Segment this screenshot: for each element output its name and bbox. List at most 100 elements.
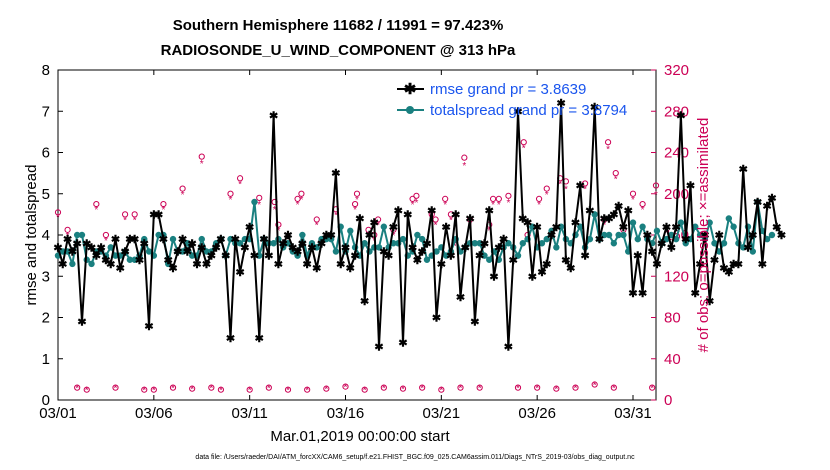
obs-assimilated-point: * xyxy=(353,205,357,216)
rmse-point: ✱ xyxy=(312,263,321,275)
rmse-point: ✱ xyxy=(715,230,724,242)
rmse-point: ✱ xyxy=(432,313,441,325)
y-axis-label-right: # of obs: o=possible; ×=assimilated xyxy=(695,118,712,353)
rmse-point: ✱ xyxy=(379,247,388,259)
rmse-point: ✱ xyxy=(168,263,177,275)
totalspread-point xyxy=(639,223,646,230)
obs-assimilated-point: * xyxy=(219,386,223,397)
rmse-point: ✱ xyxy=(365,230,374,242)
totalspread-point xyxy=(131,256,138,263)
obs-possible-point xyxy=(121,211,129,218)
obs-possible-point xyxy=(351,200,359,208)
rmse-point: ✱ xyxy=(734,259,743,271)
totalspread-point xyxy=(601,231,608,239)
rmse-point: ✱ xyxy=(533,222,542,234)
obs-assimilated-point: * xyxy=(593,381,597,392)
y-tick-label-right: 240 xyxy=(664,145,689,162)
totalspread-point xyxy=(749,248,756,255)
totalspread-point xyxy=(145,248,153,255)
totalspread-point xyxy=(591,211,598,218)
obs-assimilated-point: * xyxy=(142,386,146,397)
rmse-point: ✱ xyxy=(183,247,192,259)
obs-possible-point xyxy=(217,386,225,393)
rmse-point: ✱ xyxy=(470,317,479,329)
totalspread-point xyxy=(380,223,388,230)
rmse-point: ✱ xyxy=(499,234,508,246)
totalspread-point xyxy=(476,240,483,247)
rmse-point: ✱ xyxy=(418,247,427,259)
rmse-point: ✱ xyxy=(710,255,719,267)
rmse-point: ✱ xyxy=(652,259,661,271)
obs-assimilated-point: * xyxy=(583,185,587,196)
rmse-line xyxy=(57,102,783,348)
rmse-point: ✱ xyxy=(384,251,393,263)
rmse-point: ✱ xyxy=(403,209,412,221)
y-tick-label: 8 xyxy=(42,62,50,79)
totalspread-point xyxy=(538,240,546,247)
rmse-point: ✱ xyxy=(327,230,336,242)
totalspread-point xyxy=(486,256,493,263)
obs-possible-point xyxy=(102,231,110,239)
obs-assimilated-point: * xyxy=(487,226,491,237)
rmse-point: ✱ xyxy=(341,242,350,254)
rmse-point: ✱ xyxy=(245,222,254,234)
obs-possible-point xyxy=(246,386,253,393)
totalspread-point xyxy=(361,240,368,247)
obs-assimilated-point: * xyxy=(190,385,194,396)
x-tick-label: 03/01 xyxy=(39,405,77,422)
rmse-point: ✱ xyxy=(422,238,431,250)
y-tick-label: 1 xyxy=(42,351,50,368)
obs-assimilated-point: * xyxy=(324,385,328,396)
obs-possible-point xyxy=(131,211,138,218)
obs-assimilated-point: * xyxy=(459,384,463,395)
rmse-point: ✱ xyxy=(331,168,340,180)
obs-assimilated-point: * xyxy=(171,384,175,395)
legend-spread-marker xyxy=(406,106,414,114)
rmse-point: ✱ xyxy=(542,259,551,271)
rmse-point: ✱ xyxy=(144,321,153,333)
rmse-point: ✱ xyxy=(763,201,772,213)
obs-assimilated-point: * xyxy=(75,384,79,395)
obs-assimilated-point: * xyxy=(181,190,185,201)
obs-assimilated-point: * xyxy=(267,384,271,395)
obs-assimilated-point: * xyxy=(478,384,482,395)
rmse-point: ✱ xyxy=(274,259,283,271)
y-tick-label: 0 xyxy=(42,392,50,409)
obs-possible-point xyxy=(610,384,617,391)
rmse-point: ✱ xyxy=(164,255,173,267)
obs-possible-point xyxy=(54,209,62,216)
y-tick-label-right: 0 xyxy=(664,392,672,409)
rmse-point: ✱ xyxy=(676,110,685,122)
rmse-point: ✱ xyxy=(672,222,681,234)
totalspread-point xyxy=(251,198,258,206)
obs-possible-point xyxy=(74,384,81,391)
rmse-point: ✱ xyxy=(360,296,369,308)
obs-possible-point xyxy=(298,190,305,197)
obs-possible-point xyxy=(591,381,598,388)
y-tick-label: 5 xyxy=(42,186,50,203)
obs-possible-point xyxy=(304,386,311,393)
obs-assimilated-point: * xyxy=(123,216,127,227)
obs-assimilated-point: * xyxy=(133,216,137,227)
legend: ✱ rmse grand pr = 3.8639 totalspread gra… xyxy=(397,81,627,119)
totalspread-point xyxy=(203,248,210,255)
obs-assimilated-point: * xyxy=(276,226,280,237)
rmse-point: ✱ xyxy=(681,234,690,246)
rmse-point: ✱ xyxy=(279,238,288,250)
rmse-point: ✱ xyxy=(413,255,422,267)
obs-possible-point xyxy=(256,194,263,201)
obs-assimilated-point: * xyxy=(56,212,60,223)
y-tick-label-right: 120 xyxy=(664,268,689,285)
rmse-point: ✱ xyxy=(178,234,187,246)
y-tick-label-right: 320 xyxy=(664,62,689,79)
obs-possible-point xyxy=(572,384,579,391)
rmse-point: ✱ xyxy=(97,242,106,254)
rmse-point: ✱ xyxy=(739,164,748,176)
totalspread-point xyxy=(653,227,661,235)
rmse-point: ✱ xyxy=(523,218,532,230)
rmse-point: ✱ xyxy=(662,222,671,234)
rmse-point: ✱ xyxy=(638,288,647,300)
totalspread-point xyxy=(198,235,205,243)
rmse-point: ✱ xyxy=(705,296,714,308)
totalspread-point xyxy=(418,235,426,243)
